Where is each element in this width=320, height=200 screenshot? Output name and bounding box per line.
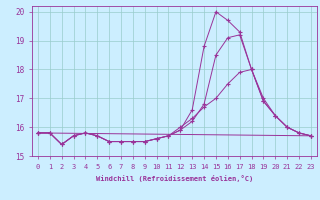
X-axis label: Windchill (Refroidissement éolien,°C): Windchill (Refroidissement éolien,°C) — [96, 175, 253, 182]
